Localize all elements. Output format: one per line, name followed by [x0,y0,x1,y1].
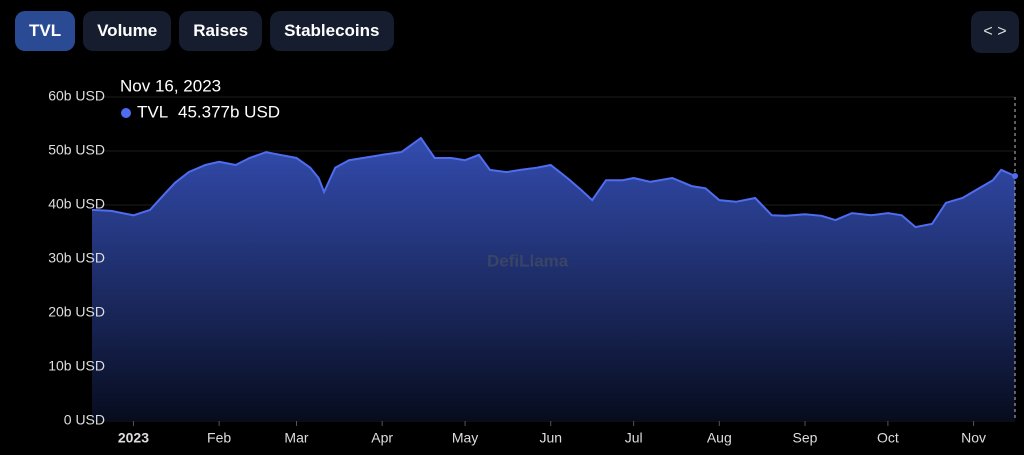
y-tick-label: 50b USD [48,142,105,158]
x-tick-label: Oct [877,430,899,446]
y-tick-label: 10b USD [48,358,105,374]
y-tick-label: 40b USD [48,196,105,212]
watermark: DefiLlama [487,251,569,270]
x-tick-label: Aug [707,430,732,446]
line [91,136,1016,229]
tab-bar: TVL Volume Raises Stablecoins [15,11,394,51]
x-tick-label: Sep [793,430,818,446]
x-tick-label: Apr [371,430,393,446]
tooltip-date: Nov 16, 2023 [120,76,221,95]
y-tick-label: 0 USD [64,412,105,428]
x-tick-label: May [452,430,478,446]
tooltip-point [1012,172,1018,179]
legend-marker [121,108,131,118]
tab[interactable]: Stablecoins [270,11,394,51]
tab[interactable]: Volume [83,11,172,51]
x-tick-label: Jun [539,430,562,446]
embed-button[interactable]: < > [971,11,1019,53]
tab[interactable]: Raises [179,11,263,51]
area [92,138,1015,421]
x-tick-label: 2023 [118,430,149,446]
y-tick-label: 30b USD [48,250,105,266]
tooltip-series: TVL [137,102,168,121]
x-tick-label: Jul [625,430,643,446]
tab[interactable]: TVL [15,11,76,51]
x-tick-label: Mar [284,430,308,446]
x-tick-label: Nov [961,430,986,446]
y-tick-label: 20b USD [48,304,105,320]
x-tick-label: Feb [207,430,231,446]
tooltip-value: 45.377b USD [178,102,280,121]
y-tick-label: 60b USD [48,88,105,104]
